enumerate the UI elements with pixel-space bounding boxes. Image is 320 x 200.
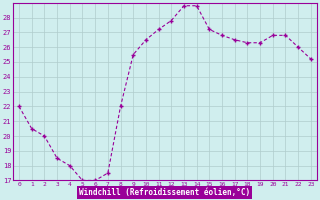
X-axis label: Windchill (Refroidissement éolien,°C): Windchill (Refroidissement éolien,°C) xyxy=(79,188,251,197)
